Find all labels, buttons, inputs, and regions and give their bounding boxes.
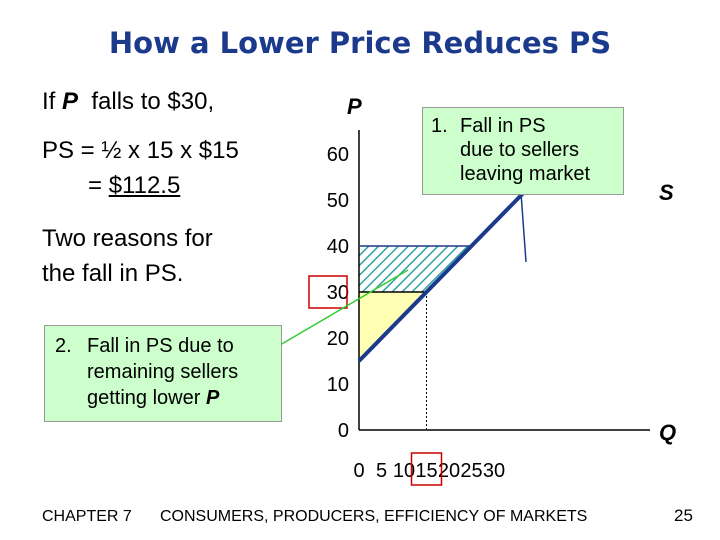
- callout1-line1: Fall in PS: [460, 115, 546, 137]
- y-tick-label: 40: [327, 236, 349, 258]
- footer-chapter: CHAPTER 7: [42, 508, 132, 525]
- price-symbol: P: [62, 88, 79, 115]
- y-tick-label: 50: [327, 190, 349, 212]
- x-tick-label: 15: [415, 460, 437, 482]
- x-tick-label: 20: [438, 460, 460, 482]
- reasons-line-2: the fall in PS.: [42, 260, 184, 287]
- ps-formula: PS = ½ x 15 x $15: [42, 137, 239, 164]
- page-number: 25: [674, 506, 693, 525]
- ps-value: $112.5: [108, 172, 181, 199]
- callout2-line3-text: getting lower: [87, 387, 206, 409]
- callout2-pointer: [279, 269, 409, 346]
- ps-result: = $112.5: [88, 172, 180, 200]
- slide-title: How a Lower Price Reduces PS: [108, 26, 612, 60]
- series-label: S: [659, 180, 674, 205]
- price-fall-text: If P falls to $30,: [42, 88, 214, 116]
- y-tick-label: 30: [327, 282, 349, 304]
- x-tick-label: 30: [483, 460, 505, 482]
- price-fall-suffix: falls to $30,: [78, 88, 215, 115]
- callout1-pointer: [520, 192, 527, 263]
- x-axis-label: Q: [659, 420, 676, 445]
- callout-lower-price: 2. Fall in PS due to remaining sellers g…: [44, 325, 282, 422]
- callout1-line3: leaving market: [460, 163, 591, 185]
- x-tick-label: 10: [393, 460, 415, 482]
- callout2-line2: remaining sellers: [87, 361, 239, 383]
- callout2-line3: getting lower P: [87, 386, 219, 410]
- reasons-line-1: Two reasons for: [42, 225, 213, 252]
- callout2-line1: Fall in PS due to: [87, 335, 234, 357]
- y-tick-label: 10: [327, 374, 349, 396]
- supply-line: [357, 175, 541, 363]
- highlight-p-tick: [308, 275, 348, 309]
- highlight-q-tick: [410, 452, 443, 486]
- footer-title: CONSUMERS, PRODUCERS, EFFICIENCY OF MARK…: [160, 508, 588, 525]
- y-tick-label: 20: [327, 328, 349, 350]
- callout1-line2: due to sellers: [460, 139, 579, 161]
- x-tick-label: 5: [376, 460, 387, 482]
- ps-result-prefix: =: [88, 172, 109, 199]
- y-axis-label: P: [347, 94, 362, 119]
- callout2-number: 2.: [55, 335, 72, 357]
- lost-ps-lower-price-area: [359, 246, 427, 292]
- callout-sellers-leaving: 1. Fall in PS due to sellers leaving mar…: [422, 107, 624, 195]
- x-tick-label: 0: [353, 460, 364, 482]
- x-tick-label: 25: [460, 460, 482, 482]
- y-tick-label: 60: [327, 144, 349, 166]
- price-fall-prefix: If: [42, 88, 63, 115]
- callout2-price-symbol: P: [205, 387, 220, 409]
- callout1-number: 1.: [431, 115, 448, 137]
- y-tick-label: 0: [338, 420, 349, 442]
